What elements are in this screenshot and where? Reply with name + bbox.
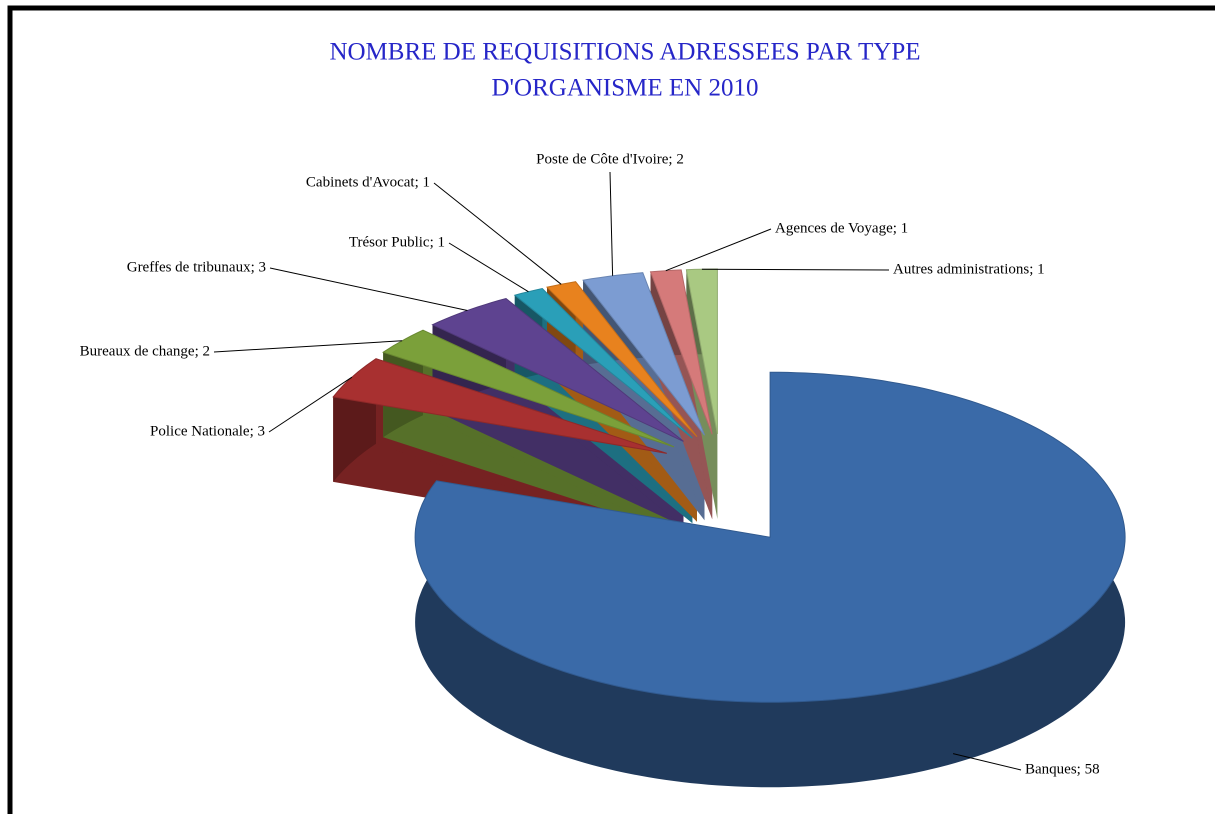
leader-line [213, 340, 403, 353]
data-label: Autres administrations; 1 [893, 261, 1045, 277]
data-label: Greffes de tribunaux; 3 [127, 259, 266, 275]
leader-line [952, 753, 1022, 771]
leader-line [609, 171, 614, 276]
data-label: Police Nationale; 3 [150, 423, 265, 439]
data-label: Poste de Côte d'Ivoire; 2 [536, 151, 684, 167]
leader-line [665, 228, 772, 272]
pie-tops [332, 268, 1126, 703]
leader-line [701, 268, 890, 271]
slice [582, 272, 705, 436]
labels: Banques; 58 Police Nationale; 3 Bureaux de… [80, 151, 1100, 777]
leader-line [448, 242, 529, 293]
slice [414, 371, 1126, 703]
chart-title: D'ORGANISME EN 2010 [491, 75, 758, 102]
slice [332, 358, 667, 454]
slice [382, 329, 675, 448]
data-label: Banques; 58 [1025, 761, 1100, 777]
data-label: Trésor Public; 1 [349, 234, 445, 250]
frame [7, 5, 1215, 814]
leader-line [268, 376, 353, 433]
leader-line [433, 182, 562, 285]
chart-title: NOMBRE DE REQUISITIONS ADRESSEES PAR TYP… [329, 39, 920, 66]
data-label: Agences de Voyage; 1 [775, 220, 908, 236]
leader-line [269, 267, 468, 311]
data-label: Bureaux de change; 2 [80, 343, 210, 359]
data-label: Cabinets d'Avocat; 1 [306, 174, 430, 190]
